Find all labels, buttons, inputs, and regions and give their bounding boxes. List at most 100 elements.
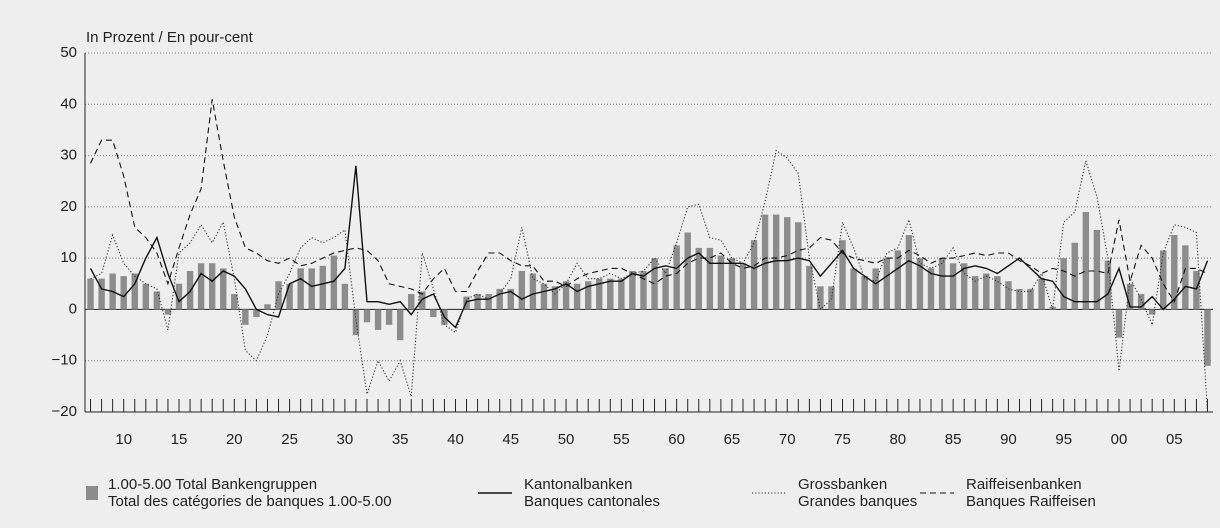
bar <box>972 276 979 310</box>
bar <box>850 268 857 310</box>
bar <box>264 304 271 310</box>
bar <box>1171 235 1178 310</box>
x-tick-label: 85 <box>945 431 962 448</box>
bar <box>341 283 349 310</box>
legend-label: Total des catégories de banques 1.00-5.0… <box>108 493 392 510</box>
bar <box>1005 281 1012 310</box>
bar <box>994 276 1001 310</box>
bar <box>651 258 658 310</box>
legend-label: Grossbanken <box>798 476 887 493</box>
bar <box>275 281 282 310</box>
y-tick-label: 40 <box>60 95 77 112</box>
bar <box>1148 309 1156 315</box>
bar <box>905 235 913 310</box>
legend-label: 1.00-5.00 Total Bankengruppen <box>108 476 317 493</box>
bar <box>750 240 758 310</box>
x-tick-label: 95 <box>1055 431 1072 448</box>
bar <box>872 268 879 310</box>
bar <box>1137 294 1145 310</box>
legend-swatch <box>86 486 98 500</box>
x-tick-label: 30 <box>337 431 354 448</box>
y-tick-label: 50 <box>60 44 77 61</box>
bar <box>297 268 304 310</box>
bar <box>98 278 105 310</box>
bar <box>131 273 138 310</box>
x-tick-label: 00 <box>1111 431 1128 448</box>
bar <box>960 263 968 310</box>
bar <box>883 258 890 310</box>
y-tick-label: −20 <box>52 403 77 420</box>
bar <box>938 258 946 310</box>
bar <box>1204 309 1211 366</box>
bar <box>784 217 791 310</box>
bar <box>220 268 227 310</box>
bar <box>1126 283 1134 310</box>
bar <box>242 309 249 325</box>
bar <box>319 265 326 310</box>
bar <box>1093 229 1101 310</box>
y-tick-label: 10 <box>60 249 77 266</box>
x-tick-label: 10 <box>115 431 132 448</box>
bar <box>806 265 813 310</box>
bar <box>861 276 868 310</box>
bar <box>1182 245 1189 310</box>
bar <box>1038 278 1045 310</box>
x-tick-label: 60 <box>668 431 685 448</box>
bar <box>308 268 315 310</box>
bar <box>684 232 691 310</box>
x-tick-label: 25 <box>281 431 298 448</box>
bar <box>1193 270 1200 310</box>
bar <box>573 283 581 310</box>
legend-label: Raiffeisenbanken <box>966 476 1082 493</box>
bar <box>596 278 603 310</box>
bar <box>1160 250 1167 310</box>
bar <box>374 309 382 330</box>
bar <box>640 270 647 310</box>
bar <box>363 309 371 323</box>
legend-label: Kantonalbanken <box>524 476 632 493</box>
bar <box>662 268 669 310</box>
x-tick-label: 80 <box>889 431 906 448</box>
bar <box>1115 309 1123 338</box>
bar <box>253 309 260 318</box>
x-tick-label: 35 <box>392 431 409 448</box>
y-tick-label: 20 <box>60 198 77 215</box>
bar <box>153 291 161 310</box>
x-tick-label: 05 <box>1166 431 1183 448</box>
bar <box>286 283 293 310</box>
bar <box>186 270 194 310</box>
bar <box>430 309 437 318</box>
chart-title: In Prozent / En pour-cent <box>86 29 254 46</box>
bar <box>717 255 725 310</box>
bar <box>739 263 747 310</box>
bar <box>562 281 570 310</box>
bar <box>408 294 415 310</box>
line <box>90 149 1209 413</box>
bar <box>618 278 625 310</box>
bar <box>629 270 636 310</box>
bar <box>507 288 514 310</box>
x-tick-label: 45 <box>502 431 519 448</box>
bar <box>419 291 426 310</box>
x-tick-label: 20 <box>226 431 243 448</box>
bar <box>1104 260 1112 310</box>
line <box>89 165 1209 329</box>
x-tick-label: 90 <box>1000 431 1017 448</box>
bar <box>87 278 94 310</box>
bar <box>772 214 780 310</box>
bar <box>1016 288 1023 310</box>
bar <box>828 286 835 310</box>
bar <box>761 214 769 310</box>
bar <box>949 263 957 310</box>
bar <box>142 283 150 310</box>
bar <box>175 283 183 310</box>
bar <box>120 276 127 310</box>
bar <box>208 263 216 310</box>
x-tick-label: 70 <box>779 431 796 448</box>
bar <box>839 240 846 310</box>
bar <box>927 268 935 310</box>
bar <box>485 294 492 310</box>
y-tick-label: 30 <box>60 147 77 164</box>
x-tick-label: 55 <box>613 431 630 448</box>
